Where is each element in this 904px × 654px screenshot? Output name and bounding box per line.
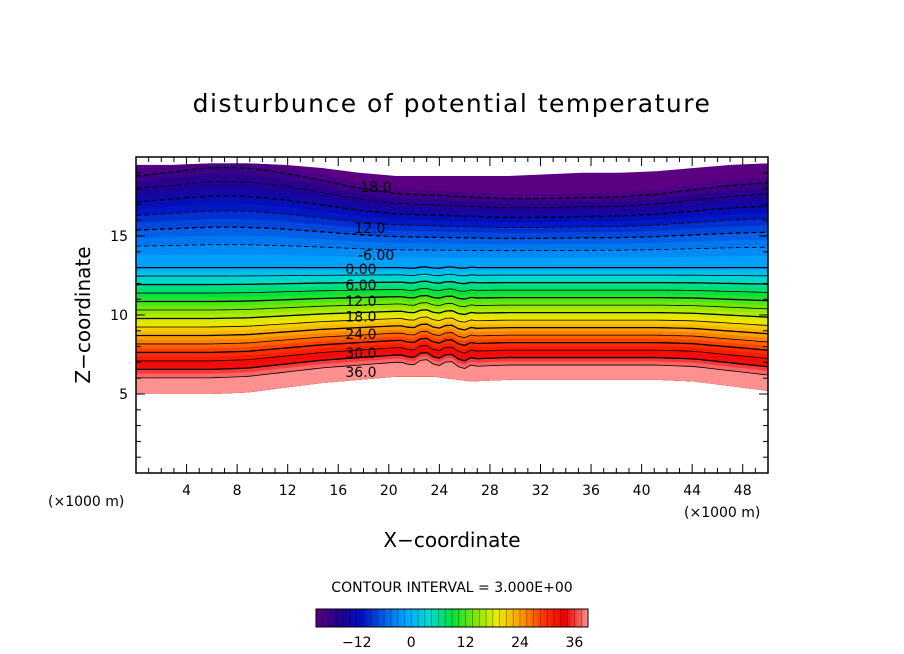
contour-line: [135, 244, 769, 252]
contour-line: [136, 316, 769, 328]
contour-line: [136, 323, 769, 337]
contour-label: 30.0: [345, 346, 376, 362]
contour-label: 18.0: [361, 180, 392, 196]
contour-line: [136, 280, 769, 286]
contour-interval-text: CONTOUR INTERVAL = 3.000E+00: [331, 580, 572, 596]
x-tick-label: 36: [582, 483, 600, 499]
x-tick-label: 28: [481, 483, 499, 499]
contour-label: 36.0: [345, 365, 376, 381]
contour-label: 0.00: [345, 262, 376, 278]
colorbar-tick-labels: −12 0 12 24 36: [342, 635, 583, 651]
contour-label: 12.0: [345, 294, 376, 310]
y-tick-label: 5: [119, 387, 128, 403]
contour-label: -6.00: [358, 248, 394, 264]
colorbar-tick-label: −12: [342, 635, 372, 651]
colorbar-tick-label: 24: [511, 635, 529, 651]
contour-line: [136, 337, 769, 354]
contour-label: 24.0: [345, 327, 376, 343]
x-tick-label: 40: [633, 483, 651, 499]
colorbar-tick-label: 0: [407, 635, 416, 651]
chart-title: disturbunce of potential temperature: [193, 89, 712, 118]
contour-line: [136, 302, 769, 311]
x-tick-label: 16: [329, 483, 347, 499]
contour-line: [136, 309, 769, 320]
colorbar-dividers: [322, 609, 582, 627]
contour-lines: [135, 166, 769, 379]
x-tick-label: 44: [683, 483, 701, 499]
x-unit-left: (×1000 m): [48, 494, 124, 510]
x-tick-label: 24: [430, 483, 448, 499]
contour-line: [136, 294, 769, 303]
contour-line: [135, 166, 769, 200]
y-axis-label: Z−coordinate: [71, 246, 95, 383]
x-tick-label: 20: [380, 483, 398, 499]
y-tick-label: 10: [110, 308, 128, 324]
contour-line: [135, 210, 769, 228]
colorbar-tick-label: 36: [565, 635, 583, 651]
contour-label: 12.0: [354, 221, 385, 237]
contour-line: [136, 273, 769, 277]
colorbar: −12 0 12 24 36: [315, 608, 589, 651]
x-tick-label: 8: [233, 483, 242, 499]
contour-line: [136, 288, 769, 294]
contour-line: [136, 345, 769, 362]
x-axis-label: X−coordinate: [383, 528, 520, 552]
x-tick-label: 4: [182, 483, 191, 499]
contour-line: [135, 181, 769, 209]
x-unit-right: (×1000 m): [684, 505, 760, 521]
contour-line: [136, 359, 769, 379]
contour-line: [136, 330, 769, 345]
contour-label: 18.0: [345, 310, 376, 326]
colorbar-frame: [315, 608, 589, 628]
contour-line: [135, 195, 769, 219]
contour-line: [135, 226, 769, 240]
contour-line: [136, 266, 768, 269]
contour-line: [136, 351, 769, 371]
contour-labels: 18.012.0-6.000.006.0012.018.024.030.036.…: [345, 180, 394, 381]
x-tick-label: 12: [279, 483, 297, 499]
temperature-field: [136, 163, 768, 394]
x-tick-label: 32: [532, 483, 550, 499]
y-tick-label: 15: [110, 229, 128, 245]
x-tick-label: 48: [734, 483, 752, 499]
contour-label: 6.00: [345, 278, 376, 294]
colorbar-tick-label: 12: [457, 635, 475, 651]
